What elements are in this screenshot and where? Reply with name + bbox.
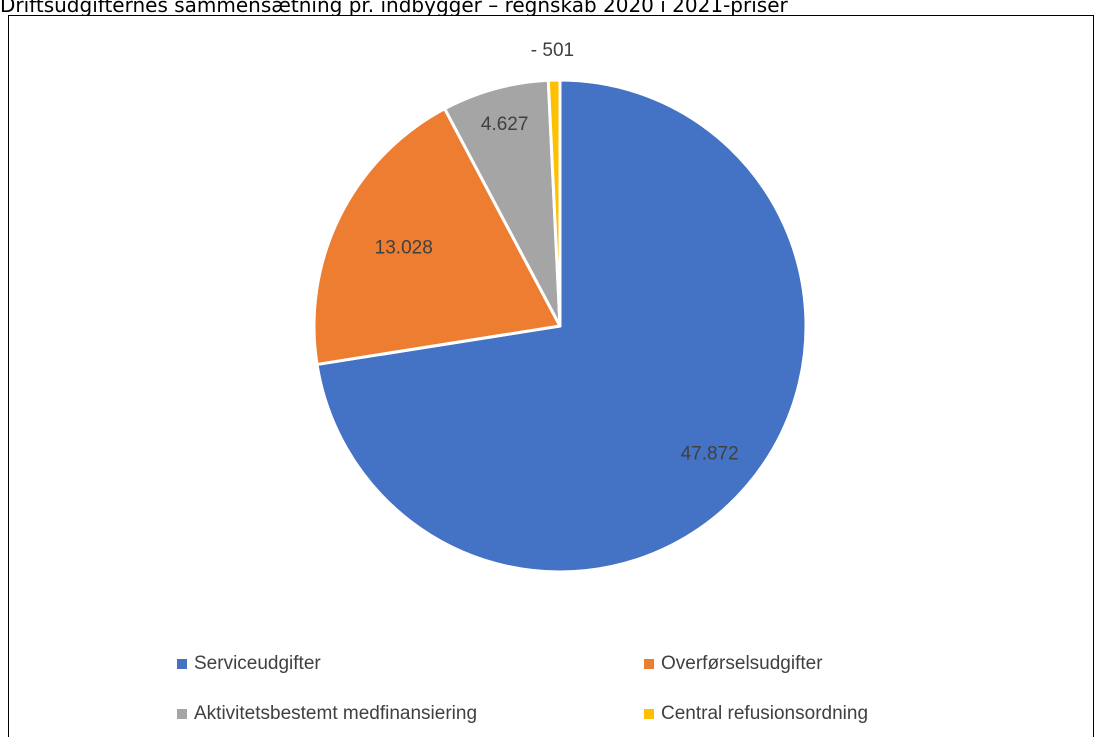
pie-slices — [312, 78, 808, 574]
data-label: 4.627 — [481, 114, 529, 135]
legend-item-overforselsudgifter: Overførselsudgifter — [644, 652, 823, 676]
legend-swatch — [177, 659, 187, 669]
legend-swatch — [644, 659, 654, 669]
pie-chart: 47.872 13.028 4.627 - 501 — [312, 40, 808, 574]
chart-area: 47.872 13.028 4.627 - 501 Serviceudgifter O… — [8, 15, 1094, 737]
pie-slice-central-refusionsordning — [546, 78, 562, 328]
legend-swatch — [644, 709, 654, 719]
legend-item-central-refusionsordning: Central refusionsordning — [644, 702, 868, 726]
chart-title: Driftsudgifternes sammensætning pr. indb… — [0, 0, 788, 17]
legend: Serviceudgifter Overførselsudgifter Akti… — [177, 636, 1057, 726]
pie-slice-overf-rselsudgifter — [312, 107, 562, 366]
pie-data-labels: 47.872 13.028 4.627 - 501 — [375, 40, 739, 464]
data-label: 47.872 — [681, 443, 739, 464]
legend-swatch — [177, 709, 187, 719]
legend-item-serviceudgifter: Serviceudgifter — [177, 652, 321, 676]
legend-label: Central refusionsordning — [661, 703, 869, 724]
pie-slice-aktivitetsbestemt-medfinansiering — [443, 78, 562, 328]
legend-label: Serviceudgifter — [194, 653, 321, 674]
data-label: - 501 — [531, 40, 574, 61]
data-label: 13.028 — [375, 237, 433, 258]
legend-label: Aktivitetsbestemt medfinansiering — [194, 703, 478, 724]
legend-item-aktivitetsbestemt-medfinansiering: Aktivitetsbestemt medfinansiering — [177, 702, 477, 726]
legend-label: Overførselsudgifter — [661, 653, 823, 674]
